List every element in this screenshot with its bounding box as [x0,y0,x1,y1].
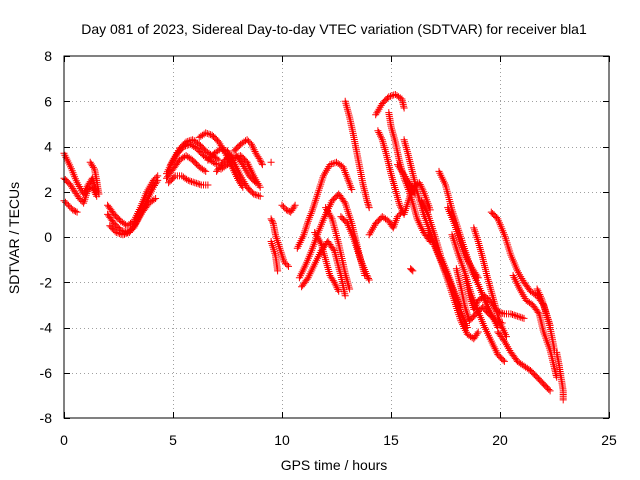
data-point-markers [553,348,567,404]
y-axis-label: SDTVAR / TECUs [6,182,22,294]
series-trace-44 [494,328,554,395]
y-tick-label: 0 [44,229,52,245]
data-point-markers [533,285,554,329]
x-tick-label: 20 [492,432,508,448]
series-trace-4 [86,158,103,198]
data-point-markers [106,195,160,239]
x-tick-label: 15 [383,432,399,448]
series-trace-22 [295,190,369,282]
data-point-markers [230,136,266,169]
y-tick-labels: -8 -6 -4 -2 0 2 4 6 8 [40,48,53,426]
series-trace-45 [509,272,561,381]
data-point-markers [267,215,292,270]
chart-title: Day 081 of 2023, Sidereal Day-to-day VTE… [81,21,587,37]
x-tick-labels: 0 5 10 15 20 25 [60,432,617,448]
data-point-markers [341,97,373,212]
series-trace-27 [341,97,373,212]
series-trace-47 [553,348,567,404]
axis-ticks [64,56,610,419]
series-trace-23 [298,238,349,300]
series-trace-15 [230,136,266,169]
data-point-markers [407,265,417,275]
data-marks [60,91,567,404]
data-point-markers [165,172,212,189]
data-point-markers [444,204,482,282]
y-tick-label: 6 [44,93,52,109]
data-point-markers [470,224,510,341]
series-trace-16 [213,152,260,187]
y-tick-label: 4 [44,139,52,155]
series-trace-42 [470,224,510,341]
data-point-markers [213,152,260,187]
data-point-markers [337,213,373,284]
series-trace-10 [165,172,212,189]
y-tick-label: -2 [40,274,53,290]
x-tick-label: 0 [60,432,68,448]
x-axis-label: GPS time / hours [281,457,388,473]
series-trace-7 [106,195,160,239]
data-point-markers [86,158,103,198]
series-trace-28 [365,208,406,239]
series-trace-26 [322,204,354,293]
series-trace-9 [163,152,210,182]
y-tick-label: -6 [40,365,53,381]
data-point-markers [167,140,221,169]
y-tick-label: -4 [40,320,53,336]
x-tick-label: 25 [601,432,617,448]
data-point-markers [163,152,210,182]
series-trace-20 [278,201,299,216]
data-point-markers [365,208,406,239]
series-trace-19 [267,238,282,275]
data-point-markers [278,201,299,216]
x-tick-label: 5 [169,432,177,448]
series-trace-21 [293,158,356,252]
data-point-markers [293,158,356,252]
data-point-markers [424,226,482,343]
y-tick-label: -8 [40,410,53,426]
series-trace-11 [167,140,221,169]
data-point-markers [267,158,275,166]
y-tick-label: 8 [44,48,52,64]
series-trace-40 [452,265,506,327]
series-trace-25 [337,213,373,284]
data-point-markers [298,238,349,300]
series-trace-38 [444,204,482,282]
data-point-markers [322,204,354,293]
data-point-markers [372,91,408,119]
series-trace-34 [407,265,417,275]
series-trace-36 [424,226,482,343]
series-trace-46 [533,285,554,329]
series-trace-18 [267,215,292,270]
data-point-markers [494,328,554,395]
data-point-markers [295,190,369,282]
data-point-markers [311,229,343,295]
data-point-markers [452,265,506,327]
x-tick-label: 10 [274,432,290,448]
series-trace-17 [267,158,275,166]
y-tick-label: 2 [44,184,52,200]
series-trace-24 [311,229,343,295]
data-point-markers [267,238,282,275]
data-point-markers [509,272,561,381]
series-trace-29 [372,91,408,119]
